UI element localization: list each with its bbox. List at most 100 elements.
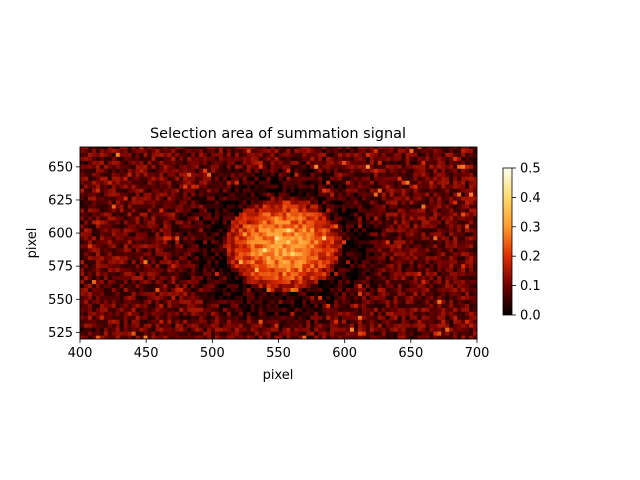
heatmap-cell: [203, 315, 208, 320]
heatmap-cell: [195, 323, 200, 328]
heatmap-cell: [238, 164, 244, 169]
heatmap-cell: [119, 176, 125, 181]
heatmap-cell: [107, 227, 113, 233]
heatmap-cell: [310, 199, 315, 205]
heatmap-cell: [453, 231, 458, 237]
heatmap-cell: [310, 291, 315, 296]
heatmap-cell: [349, 147, 355, 149]
heatmap-cell: [461, 319, 466, 324]
heatmap-cell: [207, 319, 212, 324]
heatmap-cell: [151, 156, 157, 161]
heatmap-cell: [469, 311, 474, 316]
heatmap-cell: [119, 199, 125, 205]
heatmap-cell: [345, 215, 351, 221]
heatmap-cell: [250, 295, 256, 300]
heatmap-cell: [421, 180, 426, 185]
heatmap-cell: [298, 160, 303, 165]
heatmap-cell: [234, 152, 240, 157]
heatmap-cell: [266, 299, 272, 304]
heatmap-cell: [409, 184, 415, 189]
heatmap-cell: [469, 327, 474, 332]
heatmap-cell: [373, 291, 379, 296]
heatmap-cell: [282, 315, 288, 320]
heatmap-cell: [171, 180, 176, 185]
heatmap-cell: [465, 231, 470, 237]
heatmap-cell: [163, 251, 168, 257]
heatmap-cell: [357, 315, 363, 320]
heatmap-cell: [211, 147, 216, 149]
heatmap-cell: [103, 327, 109, 332]
heatmap-cell: [183, 223, 188, 229]
heatmap-cell: [123, 255, 129, 261]
heatmap-cell: [155, 239, 160, 245]
heatmap-cell: [342, 259, 347, 265]
heatmap-cell: [262, 335, 268, 339]
heatmap-cell: [421, 199, 426, 205]
heatmap-cell: [203, 291, 208, 296]
heatmap-cell: [242, 243, 248, 249]
heatmap-cell: [203, 335, 208, 339]
heatmap-cell: [373, 327, 379, 332]
heatmap-cell: [334, 235, 339, 241]
heatmap-cell: [266, 215, 272, 221]
heatmap-cell: [191, 243, 196, 249]
heatmap-cell: [433, 211, 438, 217]
heatmap-cell: [214, 188, 220, 193]
heatmap-cell: [123, 231, 129, 237]
heatmap-cell: [123, 147, 129, 149]
heatmap-cell: [80, 231, 85, 237]
heatmap-cell: [91, 160, 97, 165]
heatmap-cell: [381, 263, 387, 269]
heatmap-cell: [441, 176, 446, 181]
heatmap-cell: [258, 215, 264, 221]
heatmap-cell: [179, 283, 184, 288]
heatmap-cell: [203, 255, 208, 261]
heatmap-cell: [338, 184, 343, 189]
heatmap-cell: [461, 168, 466, 173]
heatmap-cell: [203, 271, 208, 277]
heatmap-cell: [195, 299, 200, 304]
heatmap-cell: [151, 259, 157, 265]
heatmap-cell: [461, 231, 466, 237]
heatmap-cell: [262, 259, 268, 265]
heatmap-cell: [195, 164, 200, 169]
heatmap-cell: [338, 164, 343, 169]
heatmap-cell: [338, 168, 343, 173]
heatmap-cell: [191, 251, 196, 257]
heatmap-cell: [270, 247, 276, 253]
heatmap-cell: [405, 315, 411, 320]
heatmap-cell: [314, 184, 319, 189]
heatmap-cell: [159, 331, 164, 336]
heatmap-cell: [167, 331, 172, 336]
heatmap-cell: [278, 192, 284, 197]
heatmap-cell: [322, 307, 327, 312]
heatmap-cell: [238, 303, 244, 308]
heatmap-cell: [393, 168, 399, 173]
heatmap-cell: [258, 279, 264, 284]
heatmap-cell: [270, 263, 276, 269]
heatmap-cell: [469, 291, 474, 296]
heatmap-cell: [226, 207, 232, 213]
heatmap-cell: [179, 176, 184, 181]
heatmap-cell: [449, 235, 454, 241]
heatmap-cell: [473, 192, 477, 197]
heatmap-cell: [143, 291, 149, 296]
heatmap-cell: [123, 164, 129, 169]
heatmap-cell: [369, 295, 375, 300]
heatmap-cell: [103, 231, 109, 237]
heatmap-cell: [361, 263, 367, 269]
heatmap-cell: [246, 235, 252, 241]
heatmap-cell: [191, 315, 196, 320]
heatmap-cell: [195, 211, 200, 217]
heatmap-cell: [349, 184, 355, 189]
heatmap-cell: [242, 335, 248, 339]
heatmap-cell: [401, 223, 407, 229]
heatmap-cell: [461, 172, 466, 177]
heatmap-cell: [278, 335, 284, 339]
heatmap-cell: [469, 215, 474, 221]
heatmap-cell: [199, 275, 204, 281]
heatmap-cell: [294, 303, 299, 308]
heatmap-cell: [119, 331, 125, 336]
heatmap-cell: [306, 243, 311, 249]
heatmap-cell: [99, 147, 105, 149]
